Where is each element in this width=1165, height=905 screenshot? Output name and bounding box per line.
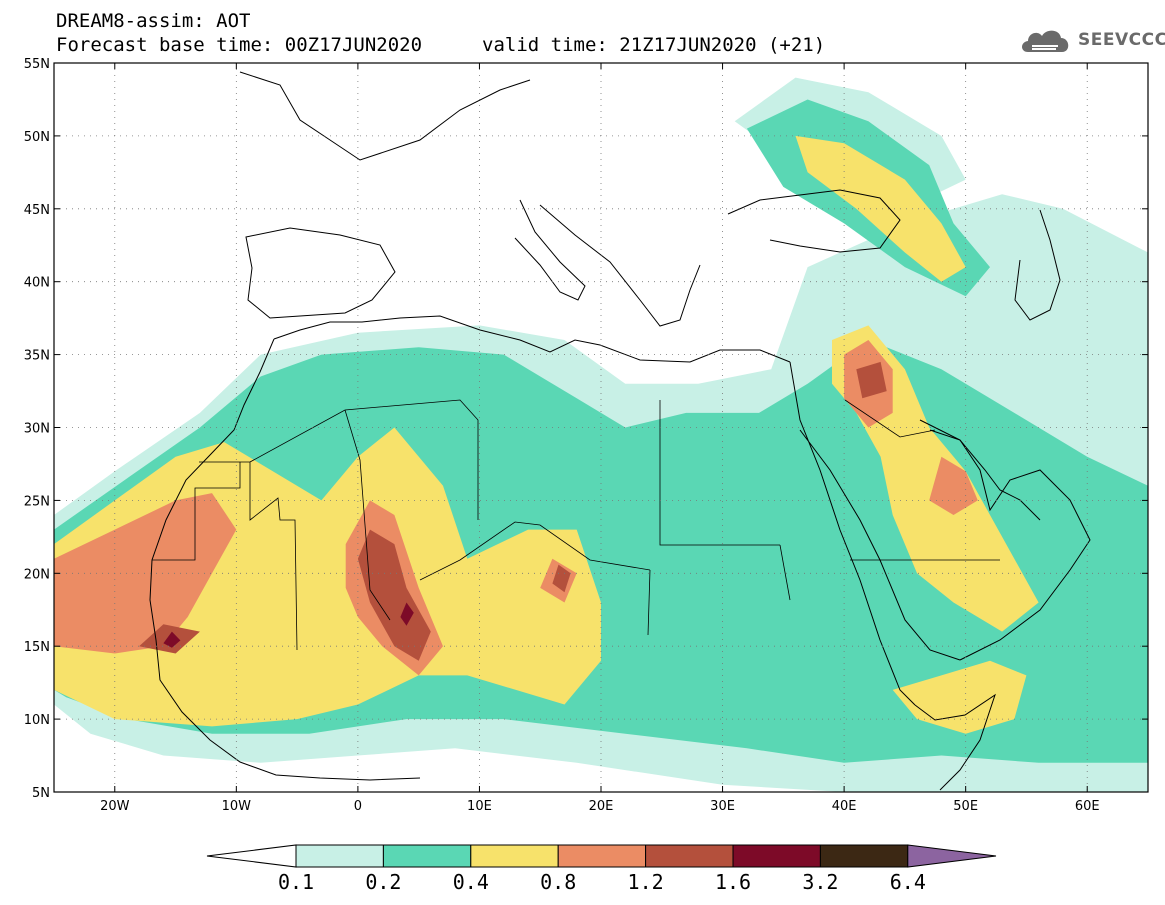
colorbar-segment: [382, 844, 472, 868]
lon-tick-label: 40E: [832, 799, 857, 814]
colorbar-label: 0.4: [453, 870, 489, 894]
coastline-layer: [149, 71, 1091, 791]
colorbar-label: 1.6: [715, 870, 751, 894]
lon-tick-label: 50E: [953, 799, 978, 814]
coastline-europe-north: [239, 71, 531, 161]
lat-tick-label: 15N: [24, 640, 50, 655]
lat-tick-label: 55N: [24, 57, 50, 72]
coastline-horn: [914, 693, 996, 791]
colorbar-segment: [295, 844, 384, 868]
lon-tick-label: 60E: [1075, 799, 1100, 814]
map-title: DREAM8-assim: AOT: [56, 10, 251, 32]
cloud-icon: [1022, 30, 1069, 52]
dust-shading-layer: [54, 77, 1148, 792]
lon-tick-label: 10W: [222, 799, 252, 814]
colorbar-segment: [557, 844, 647, 868]
lat-tick-label: 45N: [24, 203, 50, 218]
lat-tick-label: 30N: [24, 422, 50, 437]
coastline-black-sea: [727, 189, 901, 253]
colorbar-segment: [819, 844, 909, 868]
lat-tick-label: 25N: [24, 494, 50, 509]
colorbar-label: 0.2: [365, 870, 401, 894]
seevccc-logo: SEEVCCC: [1018, 24, 1165, 58]
lat-tick-label: 40N: [24, 276, 50, 291]
colorbar-label: 1.2: [628, 870, 664, 894]
aot-level-6-region: [400, 602, 414, 626]
colorbar-label: 3.2: [802, 870, 838, 894]
logo-text: SEEVCCC: [1078, 30, 1165, 50]
aot-level-3-region: [892, 660, 1027, 734]
colorbar: 0.1 0.2 0.4 0.8 1.2 1.6 3.2 6.4: [206, 844, 997, 894]
coastline-persian-gulf: [929, 429, 1041, 521]
coastline-iberia: [245, 227, 396, 319]
colorbar-min-arrow: [206, 844, 297, 868]
lat-tick-label: 5N: [32, 786, 50, 801]
aot-level-5-region: [552, 564, 571, 593]
lon-tick-label: 0: [354, 799, 362, 814]
lat-tick-label: 35N: [24, 349, 50, 364]
lat-tick-label: 20N: [24, 567, 50, 582]
coastline-balkans: [539, 204, 701, 327]
forecast-base-time: Forecast base time: 00Z17JUN2020: [56, 34, 423, 56]
colorbar-label: 6.4: [890, 870, 926, 894]
coastline-west-africa: [149, 338, 421, 781]
lat-tick-label: 10N: [24, 713, 50, 728]
colorbar-segment: [645, 844, 734, 868]
coastline-north-africa: [273, 315, 791, 363]
border-lines: [152, 399, 1000, 651]
lon-tick-label: 10E: [467, 799, 492, 814]
coastline-italy: [514, 199, 586, 301]
aot-level-5-region: [357, 529, 431, 661]
colorbar-segment: [732, 844, 821, 868]
lon-tick-label: 20E: [589, 799, 614, 814]
valid-time: valid time: 21Z17JUN2020 (+21): [482, 34, 826, 56]
coastline-caspian: [1014, 209, 1061, 321]
lon-tick-label: 20W: [100, 799, 130, 814]
lon-tick-label: 30E: [710, 799, 735, 814]
border-layer: [152, 399, 1000, 651]
aot-level-4-region: [54, 493, 237, 654]
colorbar-label: 0.1: [278, 870, 314, 894]
colorbar-segment: [470, 844, 559, 868]
aot-level-3-region: [795, 135, 966, 282]
colorbar-label: 0.8: [540, 870, 576, 894]
lat-tick-label: 50N: [24, 130, 50, 145]
aot-level-6-region: [163, 631, 181, 648]
axis-ticks: 55N 50N 45N 40N 35N 30N 25N 20N 15N 10N 5N 20W 10W 0 1…: [24, 57, 1148, 814]
colorbar-max-arrow: [907, 844, 997, 868]
aot-level-5-region: [856, 361, 887, 399]
